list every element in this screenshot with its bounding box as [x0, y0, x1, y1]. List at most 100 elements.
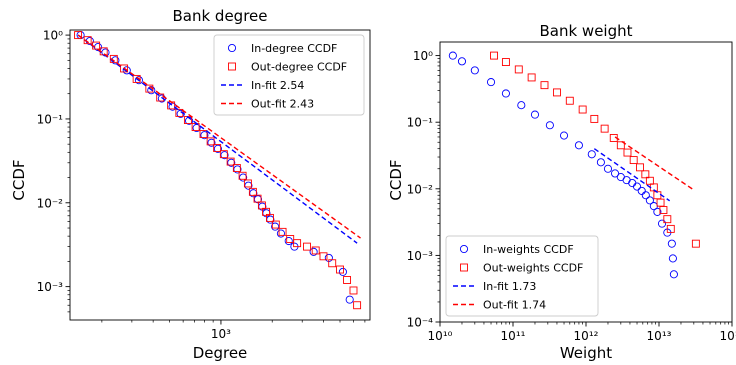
x-tick-label: 10¹¹	[501, 329, 526, 343]
data-point-circle	[192, 123, 201, 133]
data-point-circle	[213, 144, 222, 153]
data-point-square	[336, 265, 344, 274]
data-point-square	[600, 124, 609, 133]
x-tick-label: 10¹⁰	[428, 329, 453, 343]
data-point-circle	[284, 236, 293, 246]
data-point-square	[629, 156, 638, 165]
legend-label: In-weights CCDF	[483, 243, 574, 256]
data-point-circle	[559, 131, 569, 140]
data-point-square	[565, 96, 574, 105]
data-point-square	[243, 179, 252, 188]
x-tick-label: 10¹⁴	[720, 329, 736, 343]
data-point-circle	[276, 229, 285, 238]
y-tick-label: 10⁰	[413, 49, 433, 63]
data-point-circle	[122, 66, 131, 75]
legend-label: In-degree CCDF	[251, 42, 337, 55]
data-point-square	[540, 81, 549, 90]
data-point-square	[590, 114, 599, 123]
y-tick-label: 10⁻¹	[407, 116, 434, 130]
data-point-circle	[266, 215, 275, 224]
data-point-square	[83, 36, 92, 45]
data-point-square	[656, 198, 665, 207]
data-point-square	[514, 65, 523, 74]
y-axis-label: CCDF	[387, 159, 405, 200]
y-tick-label: 10⁻⁴	[407, 316, 434, 330]
fit-line	[614, 136, 695, 191]
data-point-square	[74, 31, 83, 40]
axes-frame	[439, 41, 733, 323]
data-point-square	[663, 215, 672, 224]
data-point-square	[666, 224, 675, 233]
y-tick-label: 10⁰	[43, 29, 63, 43]
data-point-square	[226, 157, 235, 166]
y-axis-label: CCDF	[10, 159, 28, 200]
data-point-circle	[645, 196, 654, 205]
data-point-circle	[669, 270, 678, 279]
data-point-circle	[448, 51, 457, 60]
data-point-square	[232, 164, 241, 172]
data-point-square	[553, 88, 561, 97]
y-tick-label: 10⁻¹	[37, 112, 64, 126]
data-point-square	[636, 163, 644, 172]
y-tick-label: 10⁻²	[407, 182, 434, 196]
x-axis-label: Weight	[560, 344, 612, 362]
data-point-circle	[545, 121, 554, 130]
legend: In-weights CCDF Out-weights CCDF In-fit 1.…	[445, 235, 599, 317]
legend: In-degree CCDF Out-degree CCDF In-fit 2.54…	[213, 34, 365, 116]
legend-label: In-fit 2.54	[251, 79, 304, 92]
data-point-square	[578, 105, 587, 114]
data-point-square	[349, 286, 358, 295]
data-point-circle	[657, 219, 667, 228]
data-point-square	[213, 144, 222, 152]
x-tick-label: 10¹²	[574, 329, 599, 343]
data-point-circle	[470, 66, 479, 75]
fit-line	[77, 34, 361, 239]
legend-box	[445, 235, 599, 317]
data-point-circle	[587, 150, 596, 159]
data-point-square	[271, 220, 280, 229]
data-point-circle	[207, 138, 216, 147]
data-point-circle	[632, 182, 642, 191]
data-point-square	[219, 150, 228, 159]
data-point-circle	[227, 158, 236, 167]
data-point-circle	[610, 169, 620, 178]
data-point-square	[328, 259, 337, 268]
data-point-square	[501, 58, 510, 66]
data-point-square	[691, 239, 700, 248]
legend-box	[213, 34, 365, 116]
data-point-circle	[668, 254, 677, 263]
data-point-square	[278, 227, 287, 236]
data-point-circle	[637, 186, 646, 195]
legend-label: Out-degree CCDF	[251, 61, 347, 74]
data-point-circle	[667, 239, 676, 248]
y-tick-label: 10⁻²	[37, 196, 64, 210]
y-tick-label: 10⁻³	[407, 249, 434, 263]
data-point-circle	[239, 173, 248, 182]
axes-frame	[69, 29, 371, 321]
data-point-circle	[574, 141, 583, 150]
data-point-square	[343, 276, 352, 284]
data-point-square	[623, 148, 632, 157]
data-point-circle	[457, 57, 467, 66]
legend-circle-handle	[227, 43, 237, 53]
data-point-circle	[517, 101, 526, 110]
legend-square-handle	[228, 62, 236, 71]
x-tick-label: 10¹³	[647, 329, 672, 343]
data-point-square	[156, 93, 165, 102]
data-point-square	[641, 170, 650, 179]
legend-label: Out-fit 1.74	[483, 299, 546, 312]
legend-circle-handle	[459, 244, 469, 254]
data-point-square	[206, 137, 215, 146]
bank-degree-chart: Bank degree Degree CCDF 10³ 10⁰ 10⁻¹ 10⁻² 10…	[10, 7, 371, 362]
data-point-circle	[233, 165, 242, 174]
x-tick-label: 10³	[211, 327, 231, 341]
plot-area	[74, 31, 362, 310]
fit-line	[77, 34, 358, 244]
x-axis-label: Degree	[193, 344, 248, 362]
square-marker-series	[74, 31, 362, 310]
data-point-square	[238, 171, 247, 180]
data-point-circle	[220, 151, 229, 160]
data-point-circle	[622, 176, 631, 185]
data-point-square	[319, 252, 328, 261]
